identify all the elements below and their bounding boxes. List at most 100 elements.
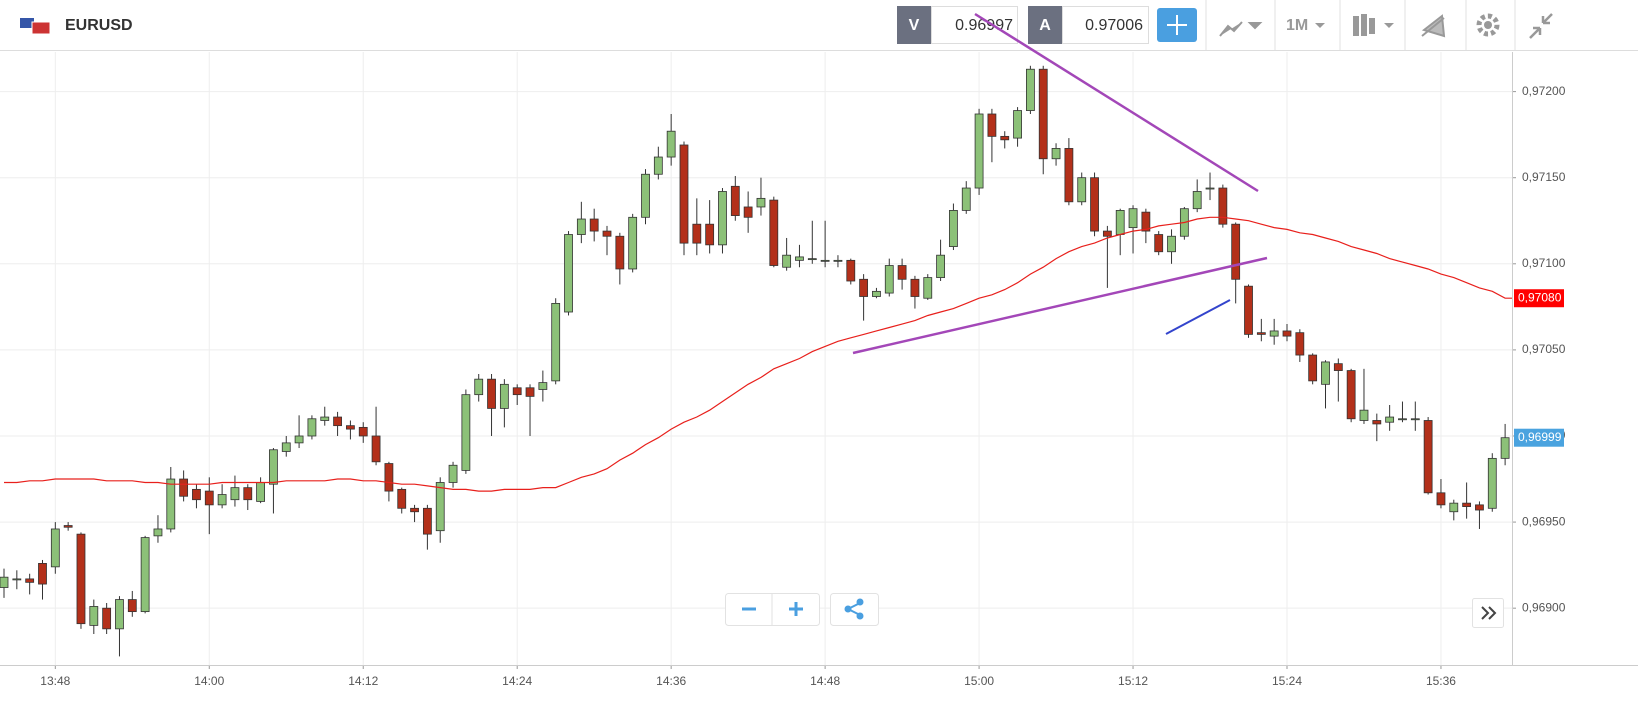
interval-caret (1315, 23, 1325, 28)
candle-body (1115, 210, 1125, 235)
trend-line[interactable] (852, 256, 1268, 355)
x-tick-label: 15:36 (1426, 674, 1456, 688)
candle-body (1475, 504, 1484, 511)
candle-body (1102, 230, 1112, 237)
candle-body (1128, 208, 1138, 229)
x-tick-label: 15:00 (964, 674, 994, 688)
candle-body (115, 599, 124, 630)
candle-body (987, 113, 997, 137)
draw-icon[interactable] (1421, 14, 1446, 38)
candle-body (512, 387, 522, 396)
candle-body (12, 578, 22, 581)
candle-body (538, 382, 548, 390)
y-tick-label: 0,97050 (1522, 342, 1566, 356)
ask-box[interactable] (1062, 6, 1149, 44)
candle-body (1013, 110, 1022, 139)
candle-body (499, 383, 509, 409)
toolbar-separators (1205, 0, 1516, 50)
x-tick-label: 14:24 (502, 674, 532, 688)
candle-body (564, 234, 573, 313)
candle-body (1256, 332, 1266, 335)
candle-body (1064, 148, 1074, 203)
candle-body (307, 418, 317, 437)
candle-body (949, 210, 958, 247)
candle-body (461, 394, 471, 471)
candle-body (358, 426, 368, 437)
x-tick-label: 14:00 (194, 674, 224, 688)
candle-body (102, 607, 112, 630)
candle-body (0, 576, 9, 588)
last-price-label-bg (1514, 428, 1564, 447)
candle-body (705, 223, 715, 246)
share-button[interactable] (830, 593, 879, 626)
candle-body (1231, 223, 1241, 280)
x-tick-label: 14:12 (348, 674, 378, 688)
candle-body (730, 185, 740, 216)
candle-body (666, 130, 676, 158)
candle-body (269, 449, 278, 485)
chart-type-icon[interactable] (1219, 21, 1263, 37)
candle-body (1141, 211, 1151, 232)
ask-tag[interactable]: A (1039, 17, 1051, 34)
settings-icon[interactable] (1476, 13, 1500, 37)
crosshair-icon (1167, 15, 1187, 35)
settings-hub (1484, 21, 1492, 29)
trend-line[interactable] (1165, 299, 1231, 335)
candle-body (384, 463, 394, 492)
interval[interactable]: 1M (1286, 17, 1308, 34)
candle-body (1295, 332, 1305, 356)
candle-body (525, 387, 535, 397)
bid-box[interactable] (931, 6, 1018, 44)
symbol[interactable]: EURUSD (65, 17, 133, 34)
candle-body (820, 259, 830, 262)
zoom-in[interactable] (789, 602, 803, 616)
candle-body (628, 216, 638, 270)
candle-body (884, 265, 894, 294)
candle-body (1398, 418, 1407, 421)
candle-body (961, 187, 971, 211)
ask: 0.97006 (1085, 17, 1143, 34)
candle-body (1154, 234, 1164, 253)
candle-body (76, 533, 86, 625)
candle-body (281, 442, 291, 452)
candle-body (1269, 330, 1279, 337)
candle-body (25, 578, 35, 583)
candle-icon[interactable] (1353, 14, 1375, 36)
candle-body (320, 416, 330, 421)
toolbar: EURUSD V 0.96997 A 0.97006 1M (0, 0, 1638, 51)
candle-body (807, 258, 817, 261)
candle-body (487, 378, 496, 409)
y-tick-label: 0,96950 (1522, 514, 1566, 528)
ask-tag-bg[interactable] (1028, 6, 1062, 44)
y-tick-label: 0,97150 (1522, 170, 1566, 184)
collapse-icon[interactable] (1529, 13, 1553, 39)
candle-body (1500, 437, 1510, 459)
candle-body (936, 254, 945, 278)
candle-body (1321, 361, 1330, 385)
bid-tag[interactable]: V (909, 17, 920, 34)
candle-body (1333, 363, 1343, 371)
candle-body (448, 464, 458, 483)
candle-body (1423, 420, 1433, 494)
candle-body (333, 416, 342, 427)
candle-body (795, 256, 804, 261)
candle-body (576, 218, 586, 235)
x-tick-label: 14:36 (656, 674, 686, 688)
bid-tag-bg[interactable] (897, 6, 931, 44)
candle-body (1000, 135, 1010, 141)
candle-body (1167, 235, 1176, 253)
candle-body (782, 254, 792, 268)
candle-body (243, 487, 253, 501)
candle-body (551, 302, 561, 382)
candle-body (474, 378, 484, 396)
share-dot (844, 605, 852, 613)
candle-body (371, 435, 381, 463)
candle-body (397, 488, 407, 509)
y-tick-label: 0,96900 (1522, 600, 1566, 614)
plot-bg (0, 52, 1512, 665)
trend-line[interactable] (974, 12, 1259, 193)
candle-body (743, 206, 753, 218)
candle-body (833, 259, 843, 262)
candle-body (179, 478, 189, 497)
